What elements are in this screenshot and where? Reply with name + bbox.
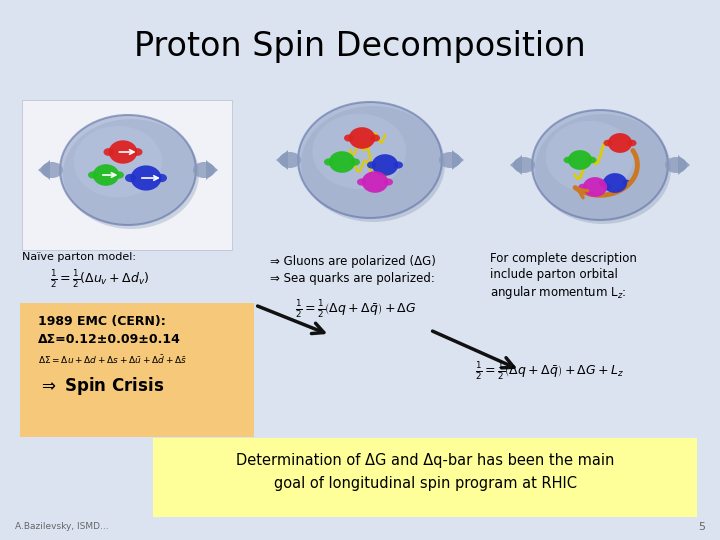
Ellipse shape [603, 173, 627, 193]
Ellipse shape [370, 134, 380, 141]
Ellipse shape [125, 174, 136, 182]
FancyBboxPatch shape [22, 100, 232, 250]
Ellipse shape [114, 171, 124, 179]
Ellipse shape [63, 119, 199, 229]
Ellipse shape [367, 161, 377, 168]
Ellipse shape [329, 151, 355, 173]
Text: For complete description: For complete description [490, 252, 637, 265]
Ellipse shape [535, 114, 671, 224]
Ellipse shape [41, 162, 63, 178]
Text: Naïve parton model:: Naïve parton model: [22, 252, 136, 262]
Ellipse shape [60, 115, 196, 225]
Ellipse shape [324, 158, 333, 166]
Ellipse shape [93, 164, 120, 186]
Ellipse shape [603, 184, 611, 190]
Polygon shape [276, 150, 288, 170]
Ellipse shape [598, 180, 607, 186]
Ellipse shape [362, 171, 388, 193]
Ellipse shape [532, 110, 668, 220]
Text: Proton Spin Decomposition: Proton Spin Decomposition [134, 30, 586, 63]
Ellipse shape [628, 140, 636, 146]
Ellipse shape [132, 148, 143, 156]
Ellipse shape [583, 177, 607, 197]
Ellipse shape [156, 174, 167, 182]
Ellipse shape [623, 180, 631, 186]
Ellipse shape [348, 127, 375, 149]
Ellipse shape [564, 157, 572, 163]
Text: $\Delta\Sigma = \Delta u + \Delta d + \Delta s + \Delta\bar{u} + \Delta\bar{d} +: $\Delta\Sigma = \Delta u + \Delta d + \D… [38, 353, 187, 366]
Ellipse shape [344, 134, 354, 141]
Ellipse shape [608, 133, 632, 153]
Ellipse shape [351, 158, 360, 166]
Ellipse shape [439, 152, 461, 168]
Text: $\frac{1}{2} = \frac{1}{2}\left(\Delta q + \Delta\bar{q}\right) + \Delta G + L_z: $\frac{1}{2} = \frac{1}{2}\left(\Delta q… [475, 360, 624, 382]
Ellipse shape [393, 161, 403, 168]
Text: $\frac{1}{2} = \frac{1}{2}\left(\Delta u_v + \Delta d_v\right)$: $\frac{1}{2} = \frac{1}{2}\left(\Delta u… [50, 268, 150, 290]
Ellipse shape [665, 157, 687, 173]
Ellipse shape [546, 121, 634, 192]
Ellipse shape [298, 102, 442, 218]
Ellipse shape [312, 113, 406, 189]
Ellipse shape [104, 148, 114, 156]
Ellipse shape [279, 152, 301, 168]
Ellipse shape [568, 150, 592, 170]
Ellipse shape [73, 126, 162, 198]
Polygon shape [510, 155, 522, 175]
Text: include parton orbital: include parton orbital [490, 268, 618, 281]
Text: ΔΣ=0.12±0.09±0.14: ΔΣ=0.12±0.09±0.14 [38, 333, 181, 346]
Text: 1989 EMC (CERN):: 1989 EMC (CERN): [38, 315, 166, 328]
Polygon shape [678, 155, 690, 175]
Text: ⇒ Sea quarks are polarized:: ⇒ Sea quarks are polarized: [270, 272, 435, 285]
FancyBboxPatch shape [153, 438, 697, 517]
Text: angular momentum L$_z$:: angular momentum L$_z$: [490, 284, 626, 301]
Ellipse shape [588, 157, 596, 163]
Ellipse shape [578, 184, 588, 190]
Text: A.Bazilevsky, ISMD...: A.Bazilevsky, ISMD... [15, 522, 109, 531]
Polygon shape [452, 150, 464, 170]
Ellipse shape [130, 165, 161, 191]
Polygon shape [38, 160, 50, 180]
Ellipse shape [603, 140, 612, 146]
Text: Determination of ΔG and Δq-bar has been the main: Determination of ΔG and Δq-bar has been … [236, 453, 614, 468]
Text: goal of longitudinal spin program at RHIC: goal of longitudinal spin program at RHI… [274, 476, 577, 491]
Ellipse shape [109, 140, 138, 164]
Text: $\frac{1}{2} = \frac{1}{2}\left(\Delta q + \Delta\bar{q}\right) + \Delta G$: $\frac{1}{2} = \frac{1}{2}\left(\Delta q… [295, 298, 417, 320]
Ellipse shape [88, 171, 98, 179]
Ellipse shape [193, 162, 215, 178]
Text: $\Rightarrow$ Spin Crisis: $\Rightarrow$ Spin Crisis [38, 375, 164, 397]
Ellipse shape [513, 157, 535, 173]
Ellipse shape [372, 154, 398, 176]
FancyBboxPatch shape [20, 303, 254, 437]
Ellipse shape [383, 178, 393, 186]
Text: 5: 5 [698, 522, 705, 532]
Ellipse shape [357, 178, 366, 186]
Ellipse shape [301, 106, 445, 222]
Text: ⇒ Gluons are polarized (ΔG): ⇒ Gluons are polarized (ΔG) [270, 255, 436, 268]
Polygon shape [206, 160, 218, 180]
